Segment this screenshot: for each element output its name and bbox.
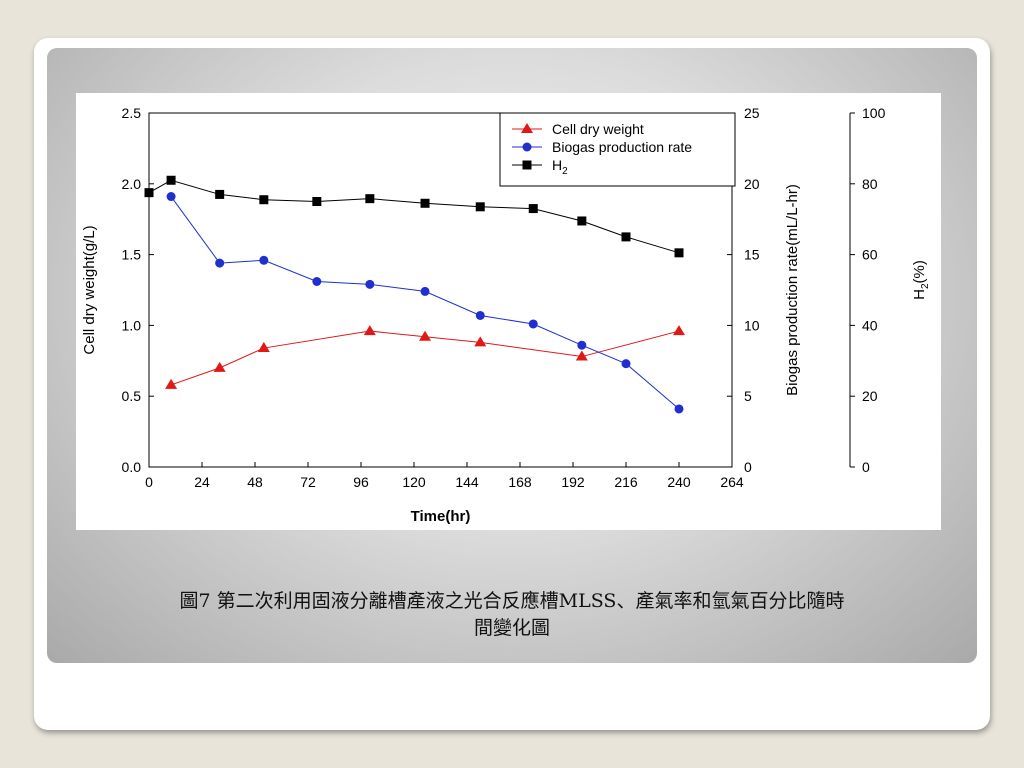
data-point-square — [621, 232, 631, 242]
caption-line-1: 圖7 第二次利用固液分離槽產液之光合反應槽MLSS、產氣率和氫氣百分比隨時 — [179, 590, 845, 612]
legend-box — [499, 112, 736, 187]
data-point-square — [475, 202, 485, 212]
x-axis-title: Time(hr) — [411, 508, 471, 525]
data-point-triangle — [673, 325, 685, 336]
data-point-square — [528, 204, 538, 214]
data-point-triangle — [165, 378, 178, 389]
x-axis-tick-label: 48 — [247, 474, 263, 490]
right-axis-tick-label: 10 — [744, 317, 760, 333]
data-point-square — [144, 188, 154, 198]
right-axis-tick-label: 15 — [744, 247, 760, 263]
data-point-circle — [166, 192, 176, 202]
x-axis-tick-label: 216 — [614, 474, 638, 490]
data-point-triangle — [575, 350, 588, 361]
right-axis-tick-label: 20 — [744, 176, 760, 192]
x-axis-tick-label: 144 — [455, 474, 479, 490]
right-axis-tick-label: 5 — [744, 388, 752, 404]
data-point-circle — [365, 279, 375, 289]
legend-label: Biogas production rate — [552, 139, 692, 155]
right-axis-title: Biogas production rate(mL/L-hr) — [784, 184, 801, 396]
left-axis-tick-label: 2.5 — [122, 105, 142, 121]
left-axis-tick-label: 2.0 — [122, 176, 142, 192]
data-point-square — [365, 194, 375, 204]
series-line-triangle — [170, 330, 680, 386]
chart-area: 0.0 0.5 1.0 1.5 2.0 2.5 Cell dry weight(g/L) 0… — [76, 93, 941, 530]
left-axis-tick-label: 0.0 — [122, 459, 142, 475]
data-point-circle — [577, 340, 587, 350]
data-point-triangle — [257, 342, 270, 353]
data-point-square — [215, 189, 225, 199]
plot-frame — [148, 112, 733, 468]
x-axis-tick-label: 240 — [667, 474, 691, 490]
x-axis-tick-label: 96 — [353, 474, 369, 490]
legend-label: H2 — [552, 157, 568, 177]
left-axis-tick-label: 1.5 — [122, 247, 142, 263]
x-axis-tick-label: 0 — [145, 474, 153, 490]
data-point-circle — [215, 258, 225, 268]
left-axis-tick-label: 0.5 — [122, 388, 142, 404]
far-axis-tick-label: 100 — [862, 105, 886, 121]
data-point-square — [674, 248, 684, 258]
data-point-triangle — [474, 336, 487, 347]
legend-marker-triangle — [521, 123, 533, 133]
left-axis-tick-label: 1.0 — [122, 317, 142, 333]
chart-svg: 0.0 0.5 1.0 1.5 2.0 2.5 Cell dry weight(g/L) 0… — [81, 105, 931, 525]
data-point-triangle — [213, 361, 226, 372]
data-point-square — [577, 216, 587, 226]
caption-line-2: 間變化圖 — [473, 617, 550, 639]
data-point-triangle — [363, 325, 376, 336]
data-point-square — [312, 197, 322, 206]
data-point-circle — [528, 319, 538, 329]
data-point-triangle — [419, 330, 432, 341]
data-point-square — [259, 195, 269, 205]
x-axis-tick-label: 120 — [402, 474, 426, 490]
legend-label: Cell dry weight — [552, 121, 644, 137]
x-axis-tick-label: 24 — [194, 474, 210, 490]
series-line-square — [148, 179, 680, 254]
legend-marker-circle — [522, 142, 532, 152]
right-axis-tick-label: 0 — [744, 459, 752, 475]
legend-marker-square — [522, 160, 532, 170]
data-point-square — [420, 198, 430, 208]
data-point-square — [166, 175, 176, 185]
far-axis-tick-label: 20 — [862, 388, 878, 404]
far-axis-title: H2(%) — [911, 260, 931, 300]
far-axis-tick-label: 40 — [862, 317, 878, 333]
data-point-circle — [621, 359, 631, 369]
x-axis-tick-label: 168 — [508, 474, 532, 490]
far-axis-tick-label: 0 — [862, 459, 870, 475]
data-point-circle — [259, 255, 269, 265]
x-axis-tick-label: 72 — [300, 474, 316, 490]
right-axis-tick-label: 25 — [744, 105, 760, 121]
left-axis-title: Cell dry weight(g/L) — [81, 225, 98, 354]
x-axis-tick-label: 264 — [720, 474, 744, 490]
figure-caption: 圖7 第二次利用固液分離槽產液之光合反應槽MLSS、產氣率和氫氣百分比隨時 間變… — [100, 588, 924, 642]
far-axis-tick-label: 60 — [862, 247, 878, 263]
far-axis-tick-label: 80 — [862, 176, 878, 192]
data-point-circle — [674, 404, 684, 414]
data-point-circle — [475, 310, 485, 320]
x-axis-tick-label: 192 — [561, 474, 585, 490]
data-point-circle — [312, 277, 322, 287]
data-point-circle — [420, 286, 430, 296]
